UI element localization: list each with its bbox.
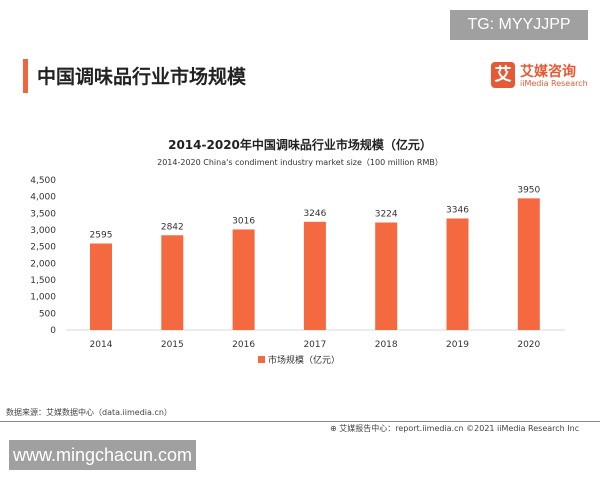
y-tick-label: 1,500 bbox=[30, 276, 56, 286]
data-label: 2595 bbox=[90, 231, 113, 241]
data-source: 数据来源：艾媒数据中心（data.iimedia.cn） bbox=[6, 408, 172, 417]
tg-overlay: TG: MYYJJPP bbox=[450, 10, 588, 40]
chart-title: 2014-2020年中国调味品行业市场规模（亿元） bbox=[168, 138, 432, 152]
legend-label: 市场规模（亿元） bbox=[268, 354, 340, 366]
data-label: 3950 bbox=[517, 185, 540, 195]
y-tick-label: 2,000 bbox=[30, 259, 56, 269]
x-tick-label: 2015 bbox=[161, 340, 184, 350]
bar bbox=[517, 198, 540, 330]
x-tick-label: 2020 bbox=[517, 340, 540, 350]
y-tick-label: 2,500 bbox=[30, 243, 56, 253]
x-tick-label: 2014 bbox=[90, 340, 113, 350]
y-tick-label: 0 bbox=[50, 326, 56, 336]
bar bbox=[375, 222, 398, 330]
y-tick-label: 4,000 bbox=[30, 193, 56, 203]
y-tick-label: 4,500 bbox=[30, 176, 56, 186]
bar bbox=[161, 235, 184, 330]
globe-icon: ⊕ bbox=[330, 424, 340, 433]
x-tick-label: 2018 bbox=[375, 340, 398, 350]
footer-credit-text: 艾媒报告中心：report.iimedia.cn ©2021 iiMedia R… bbox=[339, 424, 580, 433]
data-label: 3224 bbox=[375, 210, 398, 220]
title-accent-bar bbox=[23, 59, 28, 93]
bar bbox=[303, 221, 326, 330]
legend-swatch bbox=[258, 356, 265, 363]
bar bbox=[90, 243, 112, 330]
watermark: www.mingchacun.com bbox=[9, 440, 196, 470]
logo-icon: 艾 bbox=[491, 62, 515, 88]
bar bbox=[232, 229, 255, 330]
data-label: 3016 bbox=[232, 216, 255, 226]
y-tick-label: 3,000 bbox=[30, 226, 56, 236]
data-label: 2842 bbox=[161, 222, 184, 232]
data-label: 3346 bbox=[446, 205, 469, 215]
footer-credit: ⊕ 艾媒报告中心：report.iimedia.cn ©2021 iiMedia… bbox=[330, 423, 579, 434]
x-tick-label: 2019 bbox=[446, 340, 469, 350]
logo-text-cn: 艾媒咨询 bbox=[520, 64, 576, 80]
x-tick-label: 2016 bbox=[232, 340, 255, 350]
chart-subtitle: 2014-2020 China's condiment industry mar… bbox=[157, 158, 443, 167]
bar bbox=[446, 218, 469, 330]
y-tick-label: 500 bbox=[39, 309, 56, 319]
footer-divider bbox=[0, 421, 600, 422]
x-tick-label: 2017 bbox=[303, 340, 326, 350]
data-label: 3246 bbox=[303, 209, 326, 219]
y-tick-label: 1,000 bbox=[30, 293, 56, 303]
bar-chart: 0 500 1,000 1,500 2,000 2,500 3,000 3,500 4,000 4… bbox=[30, 176, 565, 366]
y-tick-label: 3,500 bbox=[30, 209, 56, 219]
page-title: 中国调味品行业市场规模 bbox=[37, 66, 247, 88]
logo-text-en: iiMedia Research bbox=[520, 79, 588, 88]
